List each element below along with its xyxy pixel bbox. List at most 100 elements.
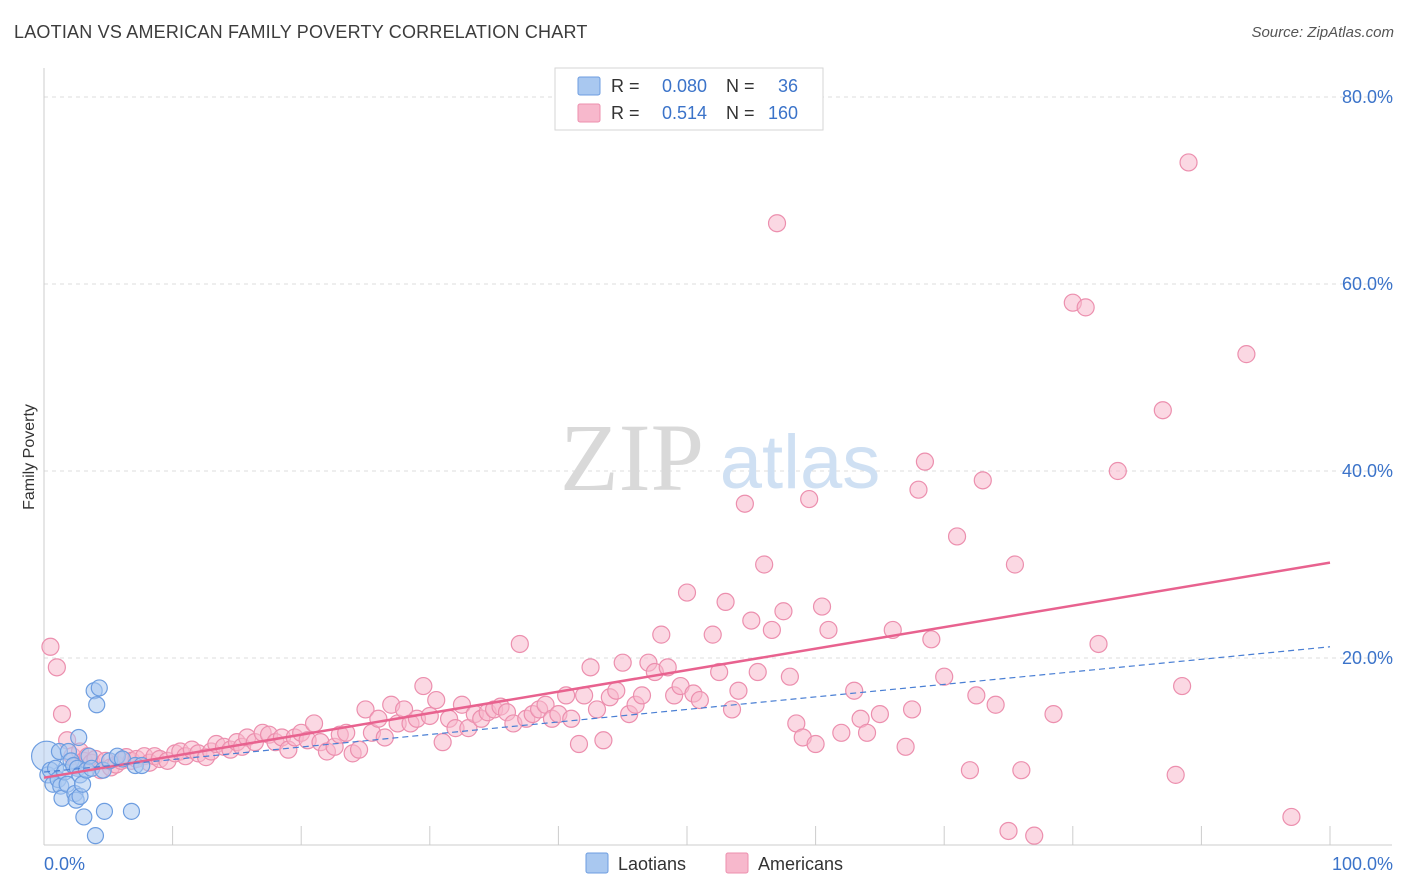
watermark: ZIP atlas [560, 404, 880, 511]
americans-point-141 [973, 471, 992, 490]
laotians-n-value: 36 [778, 76, 798, 96]
grid-lines [44, 96, 1392, 659]
legend-laotians-swatch [585, 852, 609, 874]
series-legend: Laotians Americans [585, 852, 843, 874]
laotians-n-label: N = [726, 76, 755, 96]
americans-point-140 [967, 686, 986, 705]
laotians-r-label: R = [611, 76, 640, 96]
laotians-point-19 [73, 775, 92, 793]
americans-point-0 [41, 637, 60, 656]
laotians-point-33 [122, 802, 141, 820]
tick-labels: 20.0% 40.0% 60.0% 80.0% 0.0% 100.0% [44, 87, 1393, 874]
americans-point-112 [735, 494, 754, 513]
americans-point-90 [587, 700, 607, 719]
americans-point-137 [935, 667, 954, 686]
americans-point-46 [304, 714, 324, 733]
americans-point-91 [594, 731, 613, 750]
americans-point-149 [1076, 298, 1095, 317]
americans-point-2 [52, 704, 72, 724]
americans-point-111 [729, 681, 748, 700]
americans-point-157 [1282, 807, 1301, 827]
americans-point-65 [427, 690, 446, 710]
y-tick-label-1: 40.0% [1342, 461, 1393, 481]
chart-title: LAOTIAN VS AMERICAN FAMILY POVERTY CORRE… [14, 22, 588, 42]
americans-point-123 [806, 734, 825, 754]
laotians-swatch [577, 76, 601, 96]
americans-point-57 [375, 728, 394, 747]
americans-point-117 [767, 214, 787, 233]
laotians-point-16 [70, 728, 88, 747]
americans-point-118 [774, 602, 793, 621]
americans-point-145 [1012, 761, 1031, 780]
chart-source: Source: ZipAtlas.com [1251, 24, 1394, 41]
laotians-trend-line [43, 646, 1331, 773]
americans-point-89 [581, 658, 600, 677]
legend-americans-swatch [725, 852, 749, 874]
americans-point-109 [716, 592, 735, 612]
laotians-point-29 [95, 802, 114, 820]
americans-point-93 [607, 681, 626, 700]
americans-r-label: R = [611, 103, 640, 123]
americans-point-122 [800, 489, 819, 509]
y-tick-label-0: 20.0% [1342, 648, 1393, 668]
americans-point-107 [703, 625, 722, 644]
americans-n-value: 160 [768, 103, 798, 123]
americans-point-113 [742, 611, 761, 630]
americans-point-116 [762, 620, 781, 640]
americans-point-94 [613, 653, 632, 672]
americans-point-156 [1237, 345, 1256, 364]
americans-n-label: N = [726, 103, 755, 123]
americans-point-86 [562, 709, 581, 728]
laotians-point-27 [90, 679, 108, 697]
americans-point-126 [832, 723, 851, 742]
americans-point-63 [414, 676, 433, 696]
americans-point-135 [915, 452, 935, 471]
americans-point-133 [902, 700, 922, 719]
americans-point-64 [420, 706, 439, 726]
americans-point-66 [433, 733, 452, 752]
americans-point-139 [960, 761, 980, 780]
americans-point-87 [569, 734, 589, 754]
americans-point-143 [999, 821, 1018, 841]
americans-point-154 [1173, 676, 1192, 696]
americans-trend-line [43, 561, 1331, 779]
americans-point-147 [1044, 704, 1063, 724]
americans-point-106 [690, 690, 709, 710]
americans-point-54 [356, 700, 375, 719]
americans-point-97 [632, 686, 652, 705]
americans-point-125 [819, 620, 838, 640]
americans-point-134 [909, 480, 928, 499]
americans-point-129 [857, 723, 877, 742]
americans-r-value: 0.514 [662, 103, 707, 123]
laotians-point-26 [88, 696, 106, 714]
americans-point-136 [922, 630, 941, 649]
americans-point-153 [1166, 765, 1185, 784]
americans-point-124 [812, 597, 832, 616]
americans-point-100 [652, 625, 671, 644]
americans-point-144 [1005, 555, 1025, 574]
americans-point-150 [1089, 634, 1108, 654]
americans-point-132 [896, 737, 915, 756]
americans-point-155 [1179, 153, 1198, 172]
watermark-atlas: atlas [720, 420, 881, 505]
americans-points [41, 153, 1301, 845]
laotians-r-value: 0.080 [662, 76, 707, 96]
axes [43, 68, 1392, 846]
americans-point-110 [722, 700, 742, 719]
stats-legend: R = 0.080 N = 36 R = 0.514 N = 160 [554, 67, 824, 131]
americans-point-152 [1153, 401, 1172, 420]
laotians-point-25 [86, 827, 105, 845]
laotians-point-20 [75, 808, 93, 826]
americans-point-146 [1025, 826, 1044, 845]
americans-point-78 [510, 634, 529, 654]
y-tick-label-2: 60.0% [1342, 274, 1393, 294]
americans-point-114 [748, 662, 767, 682]
americans-point-130 [870, 704, 890, 724]
trend-lines [43, 561, 1331, 779]
americans-point-142 [986, 695, 1005, 714]
americans-point-138 [947, 527, 967, 546]
americans-point-151 [1108, 461, 1127, 481]
americans-point-127 [845, 681, 864, 700]
americans-point-104 [677, 583, 697, 602]
